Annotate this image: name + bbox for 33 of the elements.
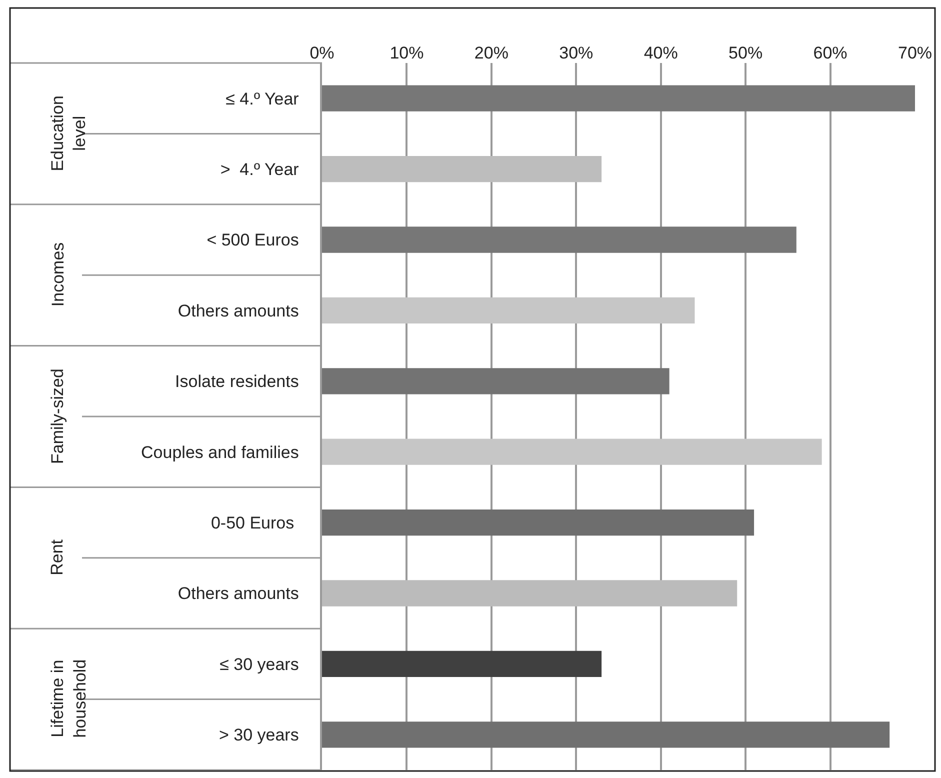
bar xyxy=(322,297,695,324)
text: Rent xyxy=(48,539,67,576)
text: Family-sized xyxy=(48,368,67,464)
y-tick-label: Isolate residents xyxy=(175,372,299,392)
x-tick-label: 60% xyxy=(813,44,848,63)
y-tick-label: Couples and families xyxy=(141,442,299,462)
bar xyxy=(322,580,738,606)
text: Education level xyxy=(48,96,89,172)
y-tick-label: Others amounts xyxy=(178,584,299,604)
text: Lifetime in household xyxy=(48,659,90,738)
y-tick-label: Others amounts xyxy=(178,301,299,320)
x-tick-label: 30% xyxy=(559,44,594,63)
y-tick-label: ≤ 4.º Year xyxy=(226,89,300,108)
bar xyxy=(322,368,670,394)
y-tick-label: > 4.º Year xyxy=(220,160,300,179)
x-tick-label: 20% xyxy=(474,44,508,63)
bar xyxy=(322,226,796,253)
y-tick-label: < 500 Euros xyxy=(206,230,299,250)
x-tick-label: 40% xyxy=(644,44,678,63)
x-tick-label: 0% xyxy=(310,44,334,63)
bar xyxy=(322,650,602,678)
bar xyxy=(322,156,602,182)
text: Incomes xyxy=(48,242,68,307)
bar xyxy=(322,438,822,465)
y-tick-label: 0-50 Euros xyxy=(210,514,299,532)
x-tick-label: 50% xyxy=(728,44,763,63)
bar xyxy=(322,85,915,112)
y-tick-label: ≤ 30 years xyxy=(220,654,299,674)
bar xyxy=(322,509,754,536)
y-tick-label: > 30 years xyxy=(218,726,299,745)
x-tick-label: 10% xyxy=(390,44,424,63)
x-tick-label: 70% xyxy=(898,44,932,63)
bar xyxy=(322,722,890,748)
